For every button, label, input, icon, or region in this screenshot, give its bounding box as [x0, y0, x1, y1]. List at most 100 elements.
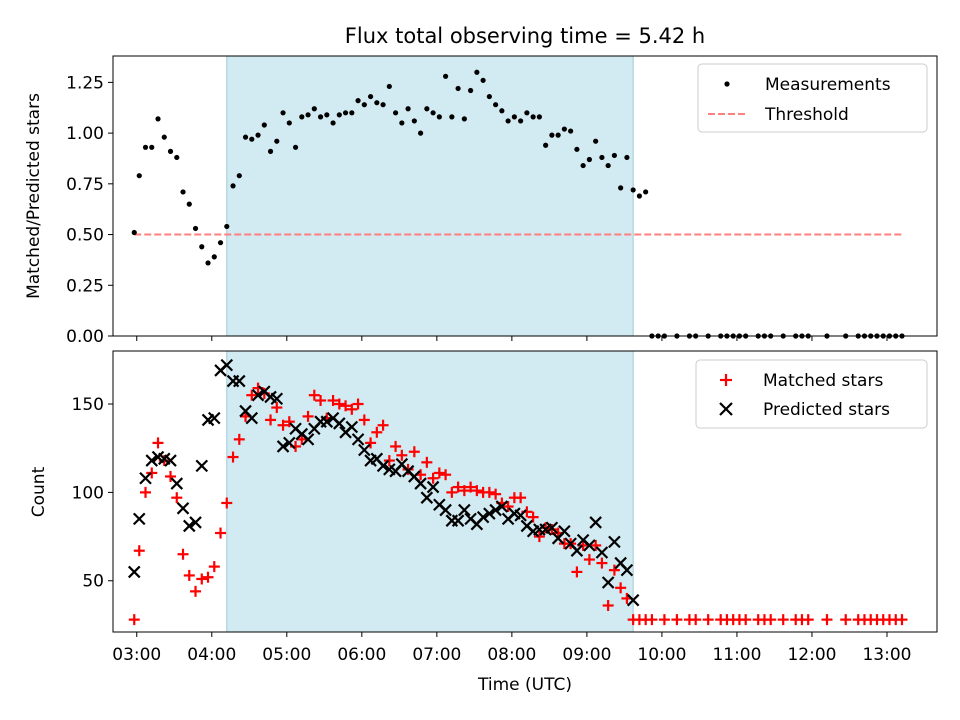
predicted-star-marker	[558, 524, 571, 538]
measurement-point	[593, 138, 599, 144]
measurement-point	[292, 144, 299, 150]
matched-star-marker	[765, 614, 777, 626]
predicted-star-marker-b	[233, 374, 246, 388]
matched-star-marker	[840, 614, 852, 626]
measurement-point	[536, 114, 542, 120]
measurement-point	[274, 138, 280, 144]
measurement-point	[267, 148, 274, 154]
matched-star-marker	[802, 614, 814, 626]
matched-star-marker	[327, 394, 339, 406]
measurement-point	[236, 173, 242, 179]
predicted-star-marker	[620, 563, 634, 577]
matched-star-marker	[390, 440, 402, 452]
predicted-star-marker	[514, 509, 527, 522]
predicted-star-marker	[164, 454, 177, 467]
predicted-star-marker	[601, 576, 615, 589]
matched-star-marker	[196, 573, 208, 585]
top-y-axis-ticks: 0.00 0.25 0.50 0.75 1.00 1.25	[66, 73, 113, 347]
predicted-star-marker-b	[408, 470, 421, 483]
measurement-point	[405, 106, 411, 112]
predicted-star-marker-b	[145, 454, 159, 467]
top-x-axis-ticks	[136, 336, 888, 341]
predicted-star-marker-b	[433, 498, 446, 512]
predicted-star-marker	[426, 480, 440, 494]
matched-star-marker	[577, 539, 589, 551]
predicted-star-marker	[583, 539, 596, 552]
predicted-star-marker	[626, 593, 640, 607]
x-tick-label: 10:00	[637, 645, 686, 665]
top-plot-marks	[131, 56, 905, 339]
predicted-star-marker-b	[245, 411, 259, 425]
matched-star-marker	[283, 416, 295, 428]
legend-label-measurements: Measurements	[765, 75, 891, 95]
matched-star-marker	[671, 614, 683, 626]
bottom-plot-marks	[127, 351, 908, 632]
measurement-point	[399, 120, 405, 126]
predicted-star-marker-b	[333, 417, 346, 430]
x-tick-label: 04:00	[187, 645, 236, 665]
predicted-star-marker-b	[270, 392, 284, 405]
matched-star-marker	[402, 463, 414, 475]
measurement-point	[392, 110, 399, 116]
top-y-axis-label: Matched/Predicted stars	[24, 93, 44, 299]
predicted-star-marker	[358, 443, 371, 457]
predicted-star-marker-b	[170, 477, 184, 490]
matched-star-marker	[383, 455, 395, 467]
measurement-point	[618, 185, 624, 191]
matched-star-marker	[740, 614, 752, 626]
predicted-star-marker-b	[608, 535, 621, 549]
predicted-star-marker-b	[239, 404, 252, 418]
bottom-y-tick-label: 150	[72, 395, 104, 415]
predicted-star-marker-b	[520, 519, 534, 533]
matched-star-marker	[658, 614, 670, 626]
measurement-point	[355, 98, 361, 104]
predicted-star-marker	[570, 544, 584, 557]
measurement-point	[230, 183, 236, 189]
matched-star-marker	[458, 485, 470, 497]
predicted-star-marker-b	[139, 471, 152, 485]
matched-star-marker	[227, 451, 239, 463]
measurement-point	[199, 244, 205, 250]
legend-marker-predicted-stars	[719, 402, 733, 416]
predicted-star-marker	[170, 477, 184, 490]
measurement-point	[430, 110, 436, 116]
measurement-point	[136, 173, 142, 179]
matched-star-marker	[896, 614, 908, 626]
matched-star-marker	[365, 437, 377, 449]
top-y-tick-label: 0.75	[66, 175, 104, 195]
matched-star-marker	[471, 485, 483, 497]
predicted-star-marker	[251, 388, 265, 402]
measurement-point	[417, 130, 424, 136]
predicted-star-marker-b	[320, 415, 334, 428]
legend-label-predicted-stars: Predicted stars	[763, 400, 890, 420]
matched-star-marker	[608, 564, 620, 576]
measurement-point	[530, 114, 536, 120]
matched-star-marker	[408, 446, 420, 458]
predicted-star-marker	[476, 510, 490, 524]
predicted-star-marker-b	[589, 516, 602, 529]
predicted-star-marker-b	[383, 463, 396, 476]
bottom-x-axis-ticks: 03:00 04:00 05:00 06:00 07:00 08:00 09:00 10:00…	[112, 632, 911, 665]
measurement-point	[549, 132, 555, 138]
predicted-star-marker-b	[583, 539, 596, 552]
matched-star-marker	[190, 585, 202, 597]
predicted-star-marker-b	[595, 546, 609, 559]
measurement-point	[324, 112, 330, 118]
x-tick-label: 03:00	[112, 645, 161, 665]
predicted-star-marker	[451, 514, 465, 527]
top-legend: Measurements Threshold	[697, 63, 928, 133]
predicted-star-marker-b	[451, 514, 465, 527]
measurement-point	[493, 102, 499, 108]
bottom-legend: Matched stars Predicted stars	[695, 359, 928, 429]
measurement-point	[468, 87, 474, 94]
matched-star-marker	[221, 497, 233, 509]
matched-star-marker	[177, 548, 189, 560]
predicted-star-marker-b	[182, 519, 196, 533]
predicted-star-marker	[245, 411, 259, 425]
measurement-point	[286, 120, 292, 126]
measurement-point	[574, 146, 580, 152]
predicted-star-marker	[414, 477, 427, 490]
measurement-point	[336, 112, 342, 118]
matched-star-marker	[502, 501, 514, 513]
